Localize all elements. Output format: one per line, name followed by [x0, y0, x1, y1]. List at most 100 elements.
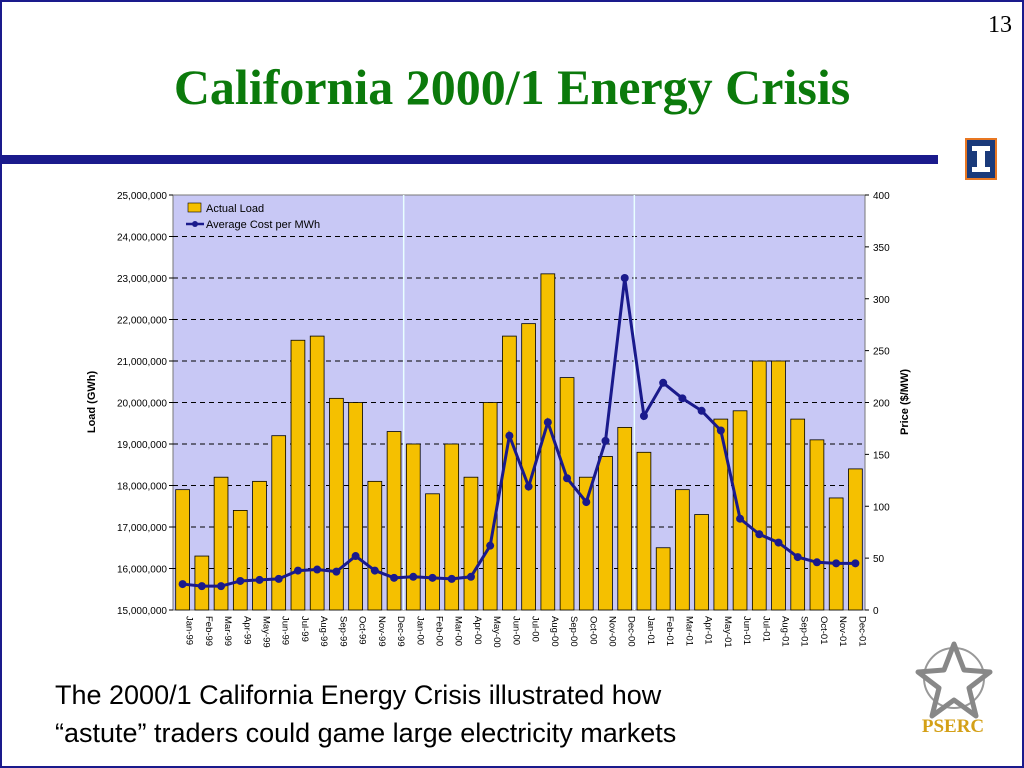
x-tick-label: Nov-00 — [607, 616, 618, 647]
legend: Actual Load Average Cost per MWh — [186, 202, 320, 231]
y-tick-label: 23,000,000 — [117, 274, 167, 285]
load-bar — [828, 497, 844, 611]
bar-series — [175, 273, 863, 611]
y2-axis-ticks: 0 50 100 150 200 250 300 350 400 — [865, 191, 890, 617]
price-point — [601, 436, 610, 445]
y2-tick-label: 0 — [873, 606, 879, 617]
slide-title: California 2000/1 Energy Crisis — [173, 59, 851, 115]
title-rule — [2, 155, 938, 164]
y-tick-label: 16,000,000 — [117, 565, 167, 576]
y2-tick-label: 250 — [873, 347, 890, 358]
y-tick-label: 19,000,000 — [117, 440, 167, 451]
load-bar — [386, 431, 402, 611]
x-tick-label: Oct-99 — [357, 616, 368, 645]
load-bar — [713, 418, 729, 611]
x-tick-label: Mar-00 — [453, 616, 464, 646]
x-tick-label: Oct-01 — [818, 616, 829, 645]
price-point — [466, 572, 475, 581]
y2-tick-label: 100 — [873, 502, 890, 513]
x-tick-label: Nov-01 — [837, 616, 848, 647]
y2-tick-label: 200 — [873, 399, 890, 410]
x-tick-label: Feb-00 — [434, 616, 445, 646]
price-point — [178, 580, 187, 589]
legend-bar-swatch — [187, 202, 202, 213]
x-tick-label: Mar-01 — [683, 616, 694, 646]
x-tick-label: Feb-99 — [203, 616, 214, 646]
caption: The 2000/1 California Energy Crisis illu… — [55, 676, 676, 752]
y-tick-label: 24,000,000 — [117, 233, 167, 244]
x-tick-label: Dec-00 — [626, 616, 637, 647]
y-tick-label: 21,000,000 — [117, 357, 167, 368]
load-bar — [771, 360, 786, 611]
price-point — [409, 572, 418, 581]
x-tick-label: Jan-00 — [414, 616, 425, 645]
price-point — [736, 514, 745, 523]
price-point — [851, 559, 860, 568]
y2-tick-label: 350 — [873, 243, 890, 254]
price-point — [351, 552, 360, 561]
x-tick-label: Jul-01 — [760, 616, 771, 642]
caption-line-1: The 2000/1 California Energy Crisis illu… — [55, 680, 662, 710]
price-point — [659, 378, 668, 387]
x-tick-label: Jul-99 — [299, 616, 310, 642]
load-bar — [790, 418, 806, 611]
legend-bar-label: Actual Load — [206, 203, 264, 215]
x-tick-label: Aug-00 — [549, 616, 560, 647]
x-tick-label: May-01 — [722, 616, 733, 648]
x-tick-label: May-99 — [261, 616, 272, 648]
load-bar — [444, 443, 460, 611]
load-bar — [290, 339, 306, 611]
x-tick-label: Apr-01 — [703, 616, 714, 645]
load-bar — [367, 480, 383, 611]
x-tick-label: Nov-99 — [376, 616, 387, 647]
y-tick-label: 17,000,000 — [117, 523, 167, 534]
university-logo-icon — [965, 138, 997, 180]
y-axis-ticks: 15,000,000 16,000,000 17,000,000 18,000,000… — [117, 191, 173, 617]
y2-tick-label: 150 — [873, 450, 890, 461]
legend-line-label: Average Cost per MWh — [206, 219, 320, 231]
y2-tick-label: 50 — [873, 554, 885, 565]
x-tick-label: May-00 — [491, 616, 502, 648]
load-bar — [809, 439, 825, 611]
y-tick-label: 22,000,000 — [117, 316, 167, 327]
price-point — [370, 566, 379, 575]
slide-number: 13 — [988, 12, 1012, 38]
load-bar — [655, 547, 671, 611]
price-point — [524, 482, 533, 491]
x-tick-label: Oct-00 — [587, 616, 598, 645]
load-bar — [329, 397, 344, 611]
price-point — [332, 567, 341, 576]
x-tick-label: Aug-01 — [780, 616, 791, 647]
price-point — [390, 573, 399, 582]
load-bar — [848, 468, 863, 611]
x-tick-label: Jun-00 — [510, 616, 521, 645]
price-point — [274, 574, 283, 583]
price-point — [197, 582, 206, 591]
legend-line-marker — [192, 221, 198, 227]
price-point — [447, 574, 456, 583]
price-point — [563, 474, 572, 483]
load-bar — [502, 335, 517, 611]
pserc-logo-text: PSERC — [921, 716, 985, 737]
load-bar — [751, 360, 767, 611]
load-bar — [175, 489, 190, 611]
load-bar — [271, 435, 287, 611]
y2-axis-label: Price ($/MW) — [899, 369, 911, 435]
y2-tick-label: 400 — [873, 191, 890, 202]
x-tick-label: Sep-00 — [568, 616, 579, 647]
load-bar — [675, 489, 690, 611]
x-tick-label: Jun-99 — [280, 616, 291, 645]
y-tick-label: 20,000,000 — [117, 399, 167, 410]
price-point — [639, 411, 648, 420]
load-bar — [425, 493, 440, 611]
gridlines — [173, 195, 865, 610]
load-bar — [636, 451, 652, 611]
y-tick-label: 25,000,000 — [117, 191, 167, 202]
price-point — [255, 575, 264, 584]
x-tick-label: Sep-99 — [337, 616, 348, 647]
x-tick-label: Aug-99 — [318, 616, 329, 647]
price-point — [486, 541, 495, 550]
price-point — [793, 553, 802, 562]
load-bar — [309, 335, 325, 611]
price-point — [620, 274, 629, 282]
